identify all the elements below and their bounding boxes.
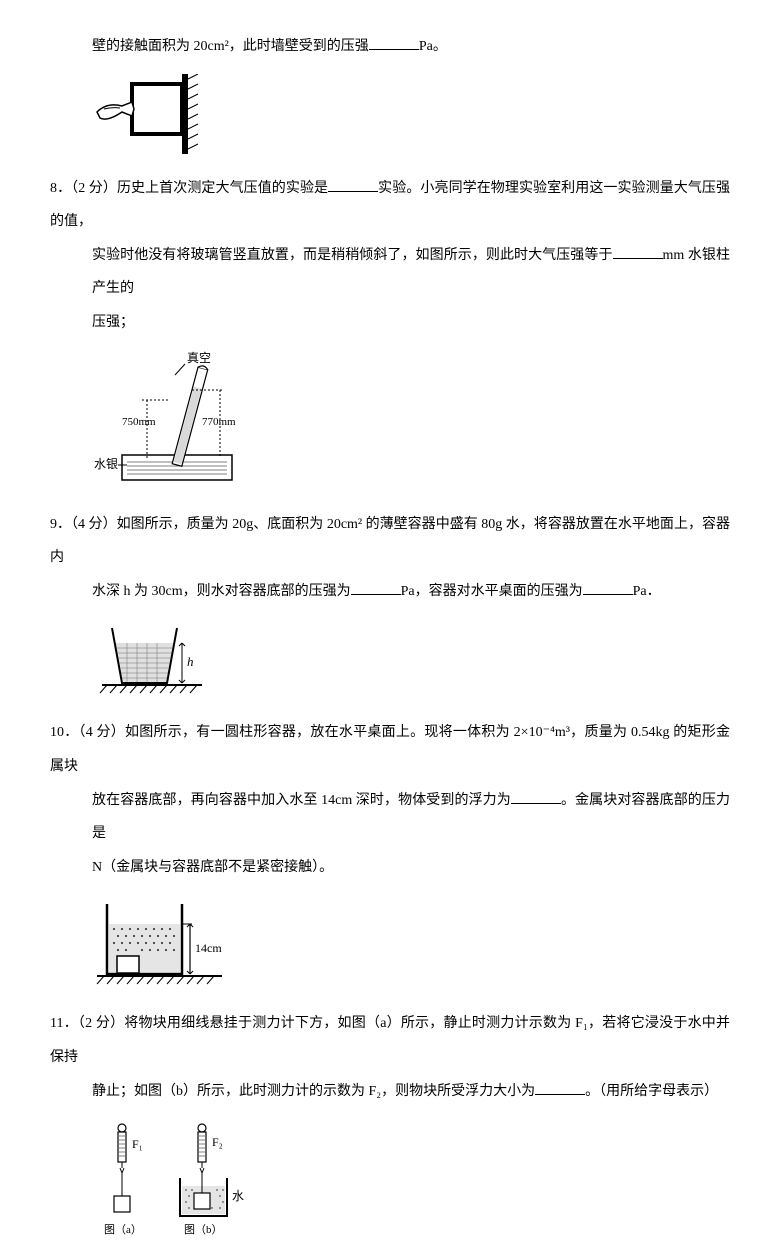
label-14cm: 14cm bbox=[195, 941, 222, 955]
q8-figure: 真空 750mm 770mm 水银 bbox=[92, 350, 730, 490]
label-mercury: 水银 bbox=[94, 457, 118, 471]
q9-l2b: Pa，容器对水平桌面的压强为 bbox=[401, 584, 583, 599]
q8-l3: 压强； bbox=[92, 315, 134, 330]
question-10: 10．（4 分）如图所示，有一圆柱形容器，放在水平桌面上。现将一体积为 2×10… bbox=[50, 716, 730, 989]
q11-line1: 11．（2 分）将物块用细线悬挂于测力计下方，如图（a）所示，静止时测力计示数为… bbox=[50, 1007, 730, 1074]
q10-line2: 放在容器底部，再向容器中加入水至 14cm 深时，物体受到的浮力为。金属块对容器… bbox=[50, 784, 730, 851]
label-750: 750mm bbox=[122, 416, 156, 428]
q10-l2a: 放在容器底部，再向容器中加入水至 14cm 深时，物体受到的浮力为 bbox=[92, 793, 511, 808]
q7-figure bbox=[92, 74, 730, 154]
q10-prefix: 10．（4 分）如图所示，有一圆柱形容器，放在水平桌面上。现将一体积为 2×10… bbox=[50, 725, 730, 774]
q8-blank2 bbox=[613, 245, 663, 259]
q9-line1: 9．（4 分）如图所示，质量为 20g、底面积为 20cm² 的薄壁容器中盛有 … bbox=[50, 508, 730, 575]
q8-line1: 8．（2 分）历史上首次测定大气压值的实验是实验。小亮同学在物理实验室利用这一实… bbox=[50, 172, 730, 239]
label-vacuum: 真空 bbox=[187, 351, 211, 365]
q9-blank1 bbox=[351, 581, 401, 595]
q9-prefix: 9．（4 分）如图所示，质量为 20g、底面积为 20cm² 的薄壁容器中盛有 … bbox=[50, 517, 730, 566]
q7-text: 壁的接触面积为 20cm²，此时墙壁受到的压强 Pa。 bbox=[50, 30, 730, 64]
q9-figure: h bbox=[92, 618, 730, 698]
q11-line2: 静止；如图（b）所示，此时测力计的示数为 F₂，则物块所受浮力大小为 。（用所给字… bbox=[50, 1075, 730, 1109]
q10-line3: N（金属块与容器底部不是紧密接触）。 bbox=[50, 851, 730, 885]
q9-blank2 bbox=[583, 581, 633, 595]
label-770: 770mm bbox=[202, 416, 236, 428]
q9-l2a: 水深 h 为 30cm，则水对容器底部的压强为 bbox=[92, 584, 351, 599]
question-7-trail: 壁的接触面积为 20cm²，此时墙壁受到的压强 Pa。 bbox=[50, 30, 730, 154]
label-h: h bbox=[187, 654, 194, 669]
q7-trail: 壁的接触面积为 20cm²，此时墙壁受到的压强 bbox=[92, 39, 369, 54]
question-9: 9．（4 分）如图所示，质量为 20g、底面积为 20cm² 的薄壁容器中盛有 … bbox=[50, 508, 730, 699]
q8-blank1 bbox=[328, 178, 378, 192]
label-water: 水 bbox=[232, 1189, 244, 1203]
label-f1: F₁ bbox=[132, 1137, 143, 1151]
q11-prefix: 11．（2 分）将物块用细线悬挂于测力计下方，如图（a）所示，静止时测力计示数为… bbox=[50, 1016, 730, 1065]
q11-l2b: 。（用所给字母表示） bbox=[585, 1084, 718, 1099]
question-8: 8．（2 分）历史上首次测定大气压值的实验是实验。小亮同学在物理实验室利用这一实… bbox=[50, 172, 730, 490]
q8-line2: 实验时他没有将玻璃管竖直放置，而是稍稍倾斜了，如图所示，则此时大气压强等于mm … bbox=[50, 239, 730, 306]
q10-l3: N（金属块与容器底部不是紧密接触）。 bbox=[92, 860, 333, 875]
q10-line1: 10．（4 分）如图所示，有一圆柱形容器，放在水平桌面上。现将一体积为 2×10… bbox=[50, 716, 730, 783]
label-f2: F₂ bbox=[212, 1135, 223, 1149]
q10-blank1 bbox=[511, 790, 561, 804]
q9-line2: 水深 h 为 30cm，则水对容器底部的压强为 Pa，容器对水平桌面的压强为 Pa． bbox=[50, 575, 730, 609]
q8-prefix: 8．（2 分）历史上首次测定大气压值的实验是 bbox=[50, 181, 328, 196]
q10-figure: 14cm bbox=[92, 894, 730, 989]
label-figb: 图（b） bbox=[184, 1223, 223, 1236]
q7-blank bbox=[369, 36, 419, 50]
q8-l2a: 实验时他没有将玻璃管竖直放置，而是稍稍倾斜了，如图所示，则此时大气压强等于 bbox=[92, 248, 613, 263]
q11-figure: F₁ 图（a） F₂ 水 图（b） bbox=[92, 1118, 730, 1248]
question-11: 11．（2 分）将物块用细线悬挂于测力计下方，如图（a）所示，静止时测力计示数为… bbox=[50, 1007, 730, 1248]
q9-l2c: Pa． bbox=[633, 584, 661, 599]
q11-l2a: 静止；如图（b）所示，此时测力计的示数为 F₂，则物块所受浮力大小为 bbox=[92, 1084, 535, 1099]
label-figa: 图（a） bbox=[104, 1223, 142, 1236]
q8-line3: 压强； bbox=[50, 306, 730, 340]
q7-unit: Pa。 bbox=[419, 39, 447, 54]
q11-blank1 bbox=[535, 1081, 585, 1095]
